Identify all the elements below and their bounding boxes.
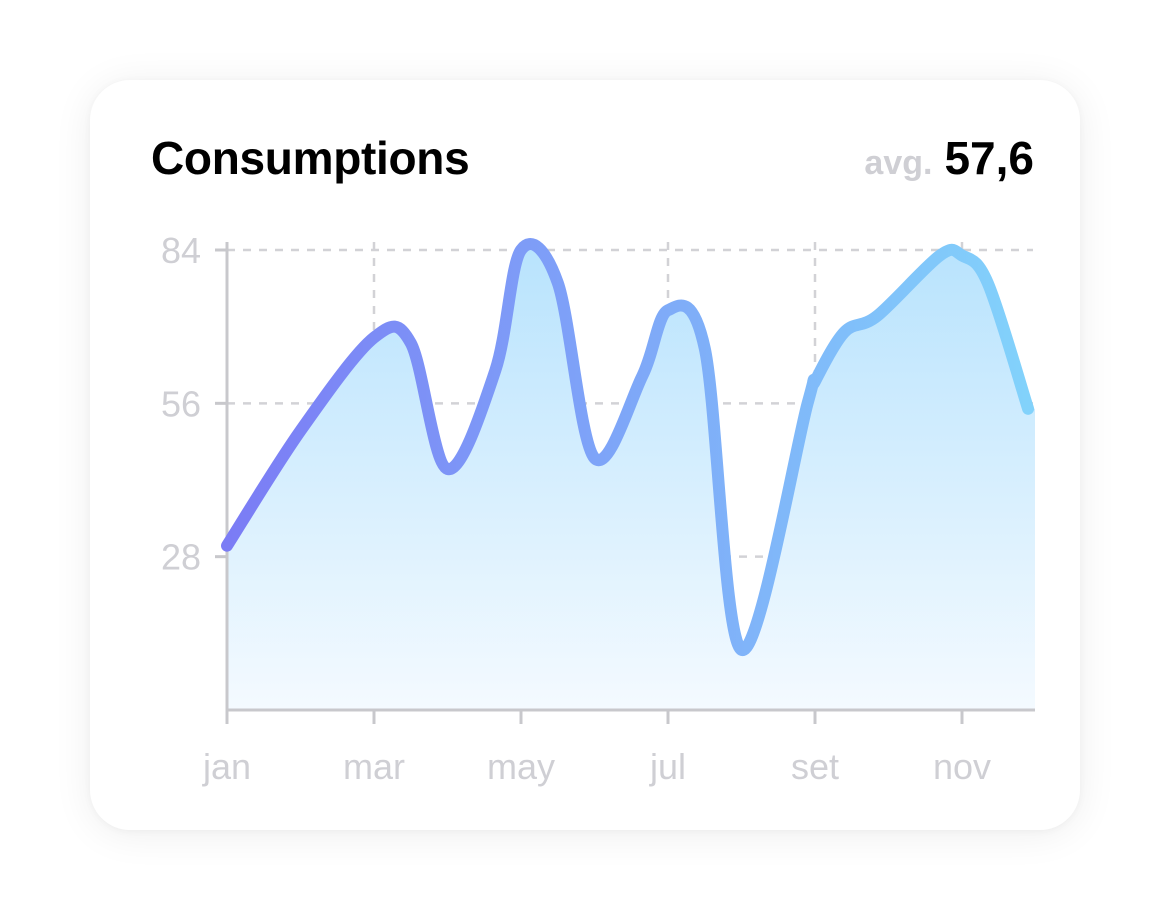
consumption-series-line — [221, 238, 1035, 656]
x-tick-label: jan — [202, 746, 251, 787]
x-tick-label: nov — [933, 746, 991, 787]
average-summary: avg. 57,6 — [864, 132, 1034, 196]
x-tick-label: may — [487, 746, 555, 787]
y-tick-label: 84 — [161, 230, 201, 271]
x-tick-label: set — [791, 746, 839, 787]
consumption-area-chart: 28 56 84 jan mar may jul set nov — [161, 230, 1035, 787]
consumptions-card: Consumptions avg. 57,6 28 56 84 jan mar may jul… — [90, 80, 1080, 830]
chart-axes — [215, 242, 1035, 724]
average-value: 57,6 — [944, 132, 1034, 184]
x-tick-label: jul — [649, 746, 686, 787]
consumption-area-fill — [227, 244, 1035, 711]
tick-labels: 28 56 84 jan mar may jul set nov — [161, 230, 991, 787]
y-tick-label: 28 — [161, 537, 201, 578]
average-label: avg. — [864, 144, 933, 182]
x-tick-label: mar — [343, 746, 405, 787]
y-tick-label: 56 — [161, 383, 201, 424]
card-title: Consumptions — [151, 132, 470, 184]
